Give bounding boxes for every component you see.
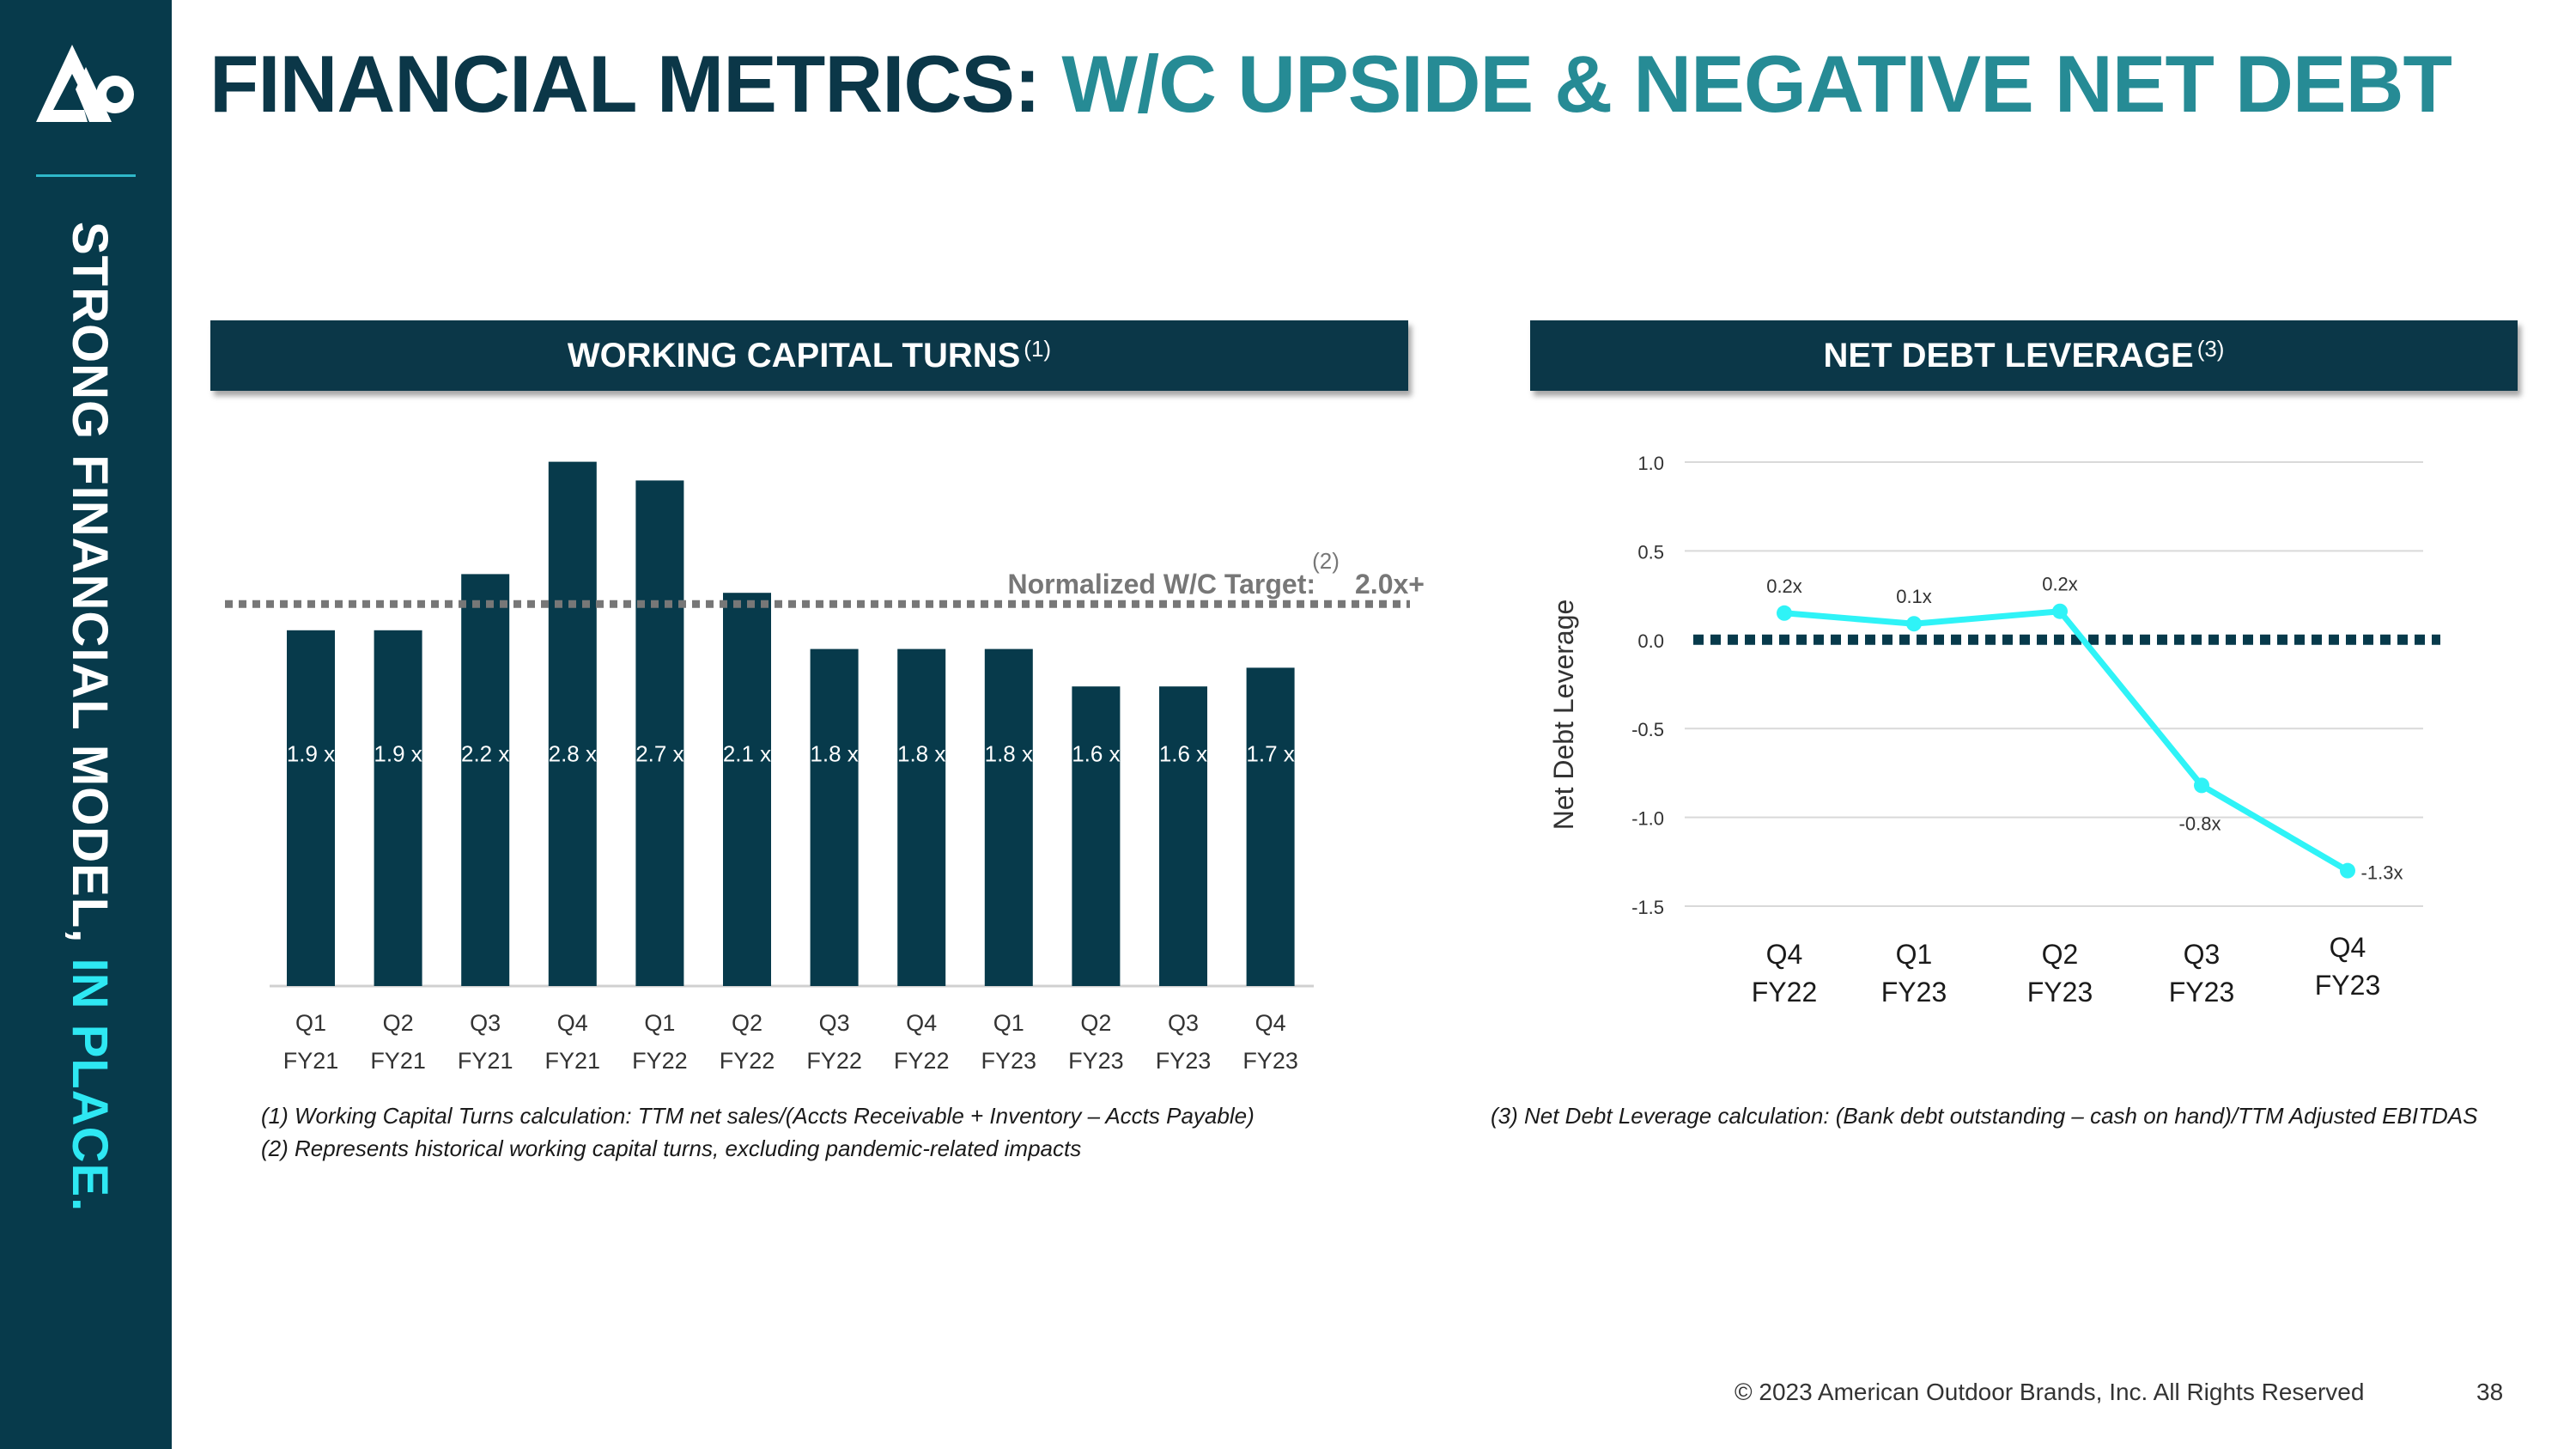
wc-tick-quarter: Q1 [295, 1010, 326, 1036]
nd-y-tick: -0.5 [1631, 719, 1664, 740]
nd-tick-year: FY23 [2315, 970, 2380, 1001]
nd-tick-quarter: Q3 [2184, 939, 2221, 970]
nd-tick-year: FY23 [2027, 977, 2093, 1008]
wc-tick-quarter: Q4 [906, 1010, 937, 1036]
wc-tick-year: FY23 [1242, 1048, 1298, 1074]
nd-point [1777, 605, 1792, 621]
nd-point [2194, 777, 2209, 794]
nd-tick-quarter: Q2 [2042, 939, 2079, 970]
wc-bar-label: 2.8 x [549, 740, 597, 766]
footnote-2: (2) Represents historical working capita… [261, 1135, 1082, 1161]
wc-tick-quarter: Q2 [1080, 1010, 1111, 1036]
wc-bar-label: 1.9 x [374, 740, 422, 766]
wc-target-footnote-ref: (2) [1312, 548, 1340, 574]
nd-panel-footnote-ref: (3) [2196, 335, 2225, 362]
nd-y-tick: 1.0 [1637, 453, 1664, 474]
nd-point [2340, 862, 2355, 879]
wc-tick-year: FY21 [283, 1048, 339, 1074]
wc-panel-title: WORKING CAPITAL TURNS [567, 336, 1021, 374]
wc-tick-quarter: Q3 [1168, 1010, 1199, 1036]
nd-panel-title: NET DEBT LEVERAGE [1823, 336, 2194, 374]
wc-tick-year: FY22 [806, 1048, 862, 1074]
wc-tick-quarter: Q2 [732, 1010, 762, 1036]
wc-tick-year: FY23 [1068, 1048, 1124, 1074]
nd-point [1906, 616, 1922, 632]
wc-bar [1159, 686, 1207, 986]
wc-tick-year: FY23 [981, 1048, 1037, 1074]
wc-bar-label: 1.7 x [1246, 740, 1294, 766]
sidebar: STRONG FINANCIAL MODEL, IN PLACE. [0, 0, 172, 1449]
wc-tick-quarter: Q3 [470, 1010, 501, 1036]
wc-bar-label: 1.6 x [1072, 740, 1120, 766]
wc-tick-quarter: Q3 [819, 1010, 850, 1036]
brand-logo-icon [36, 45, 134, 122]
wc-tick-quarter: Q4 [557, 1010, 588, 1036]
nd-y-tick: -1.5 [1631, 897, 1664, 918]
nd-tick-quarter: Q1 [1896, 939, 1933, 970]
wc-bar [461, 574, 510, 986]
wc-bar [548, 461, 597, 986]
wc-tick-quarter: Q4 [1255, 1010, 1286, 1036]
wc-bar [897, 648, 946, 986]
wc-bar-chart: 1.9 x Q1 FY21 1.9 x Q2 FY21 2.2 x Q3 FY21 2.8 x Q4… [225, 461, 1425, 1074]
wc-tick-year: FY21 [370, 1048, 426, 1074]
wc-tick-year: FY22 [894, 1048, 950, 1074]
wc-tick-year: FY21 [545, 1048, 601, 1074]
wc-target-label: Normalized W/C Target: [1007, 569, 1315, 600]
wc-bar [1072, 686, 1121, 986]
wc-bar [287, 630, 335, 986]
wc-panel-header: WORKING CAPITAL TURNS (1) [210, 320, 1408, 391]
wc-panel-footnote-ref: (1) [1024, 335, 1052, 362]
wc-bar [984, 648, 1033, 986]
wc-bar [1246, 667, 1295, 986]
page-number: 38 [2476, 1379, 2504, 1405]
wc-bar-label: 1.9 x [287, 740, 335, 766]
nd-tick-year: FY22 [1752, 977, 1817, 1008]
nd-y-tick: -1.0 [1631, 808, 1664, 830]
nd-point-label: -0.8x [2179, 813, 2221, 834]
wc-tick-year: FY21 [458, 1048, 513, 1074]
nd-point [2052, 603, 2068, 619]
sidebar-divider [36, 174, 136, 177]
nd-point-label: -1.3x [2361, 862, 2403, 884]
nd-tick-year: FY23 [1881, 977, 1947, 1008]
nd-y-axis-label: Net Debt Leverage [1548, 600, 1579, 831]
wc-tick-year: FY22 [720, 1048, 775, 1074]
nd-tick-quarter: Q4 [2330, 932, 2366, 963]
nd-point-label: 0.2x [2042, 574, 2078, 595]
nd-tick-quarter: Q4 [1766, 939, 1803, 970]
page-title-accent: W/C UPSIDE & NEGATIVE NET DEBT [1061, 39, 2452, 129]
wc-tick-quarter: Q1 [993, 1010, 1024, 1036]
copyright: © 2023 American Outdoor Brands, Inc. All… [1735, 1379, 2365, 1405]
nd-tick-year: FY23 [2169, 977, 2234, 1008]
nd-panel-header: NET DEBT LEVERAGE (3) [1530, 320, 2518, 391]
page-title-main: FINANCIAL METRICS: [210, 39, 1041, 129]
wc-bar-label: 1.8 x [810, 740, 858, 766]
wc-bar-label: 1.6 x [1159, 740, 1207, 766]
wc-bar [723, 593, 771, 986]
wc-bar-label: 1.8 x [897, 740, 945, 766]
wc-tick-quarter: Q2 [383, 1010, 414, 1036]
wc-bar-label: 2.1 x [723, 740, 771, 766]
nd-y-tick: 0.0 [1637, 630, 1664, 652]
nd-point-label: 0.2x [1766, 575, 1802, 597]
wc-bar-label: 2.7 x [635, 740, 683, 766]
nd-series-line [1783, 608, 2349, 874]
wc-tick-quarter: Q1 [644, 1010, 675, 1036]
nd-point-label: 0.1x [1896, 586, 1932, 607]
wc-bar [374, 630, 422, 986]
wc-bar [810, 648, 859, 986]
footnote-1: (1) Working Capital Turns calculation: T… [261, 1103, 1255, 1129]
nd-line-chart: 1.0 0.5 0.0 -0.5 -1.0 -1.5 Net Debt Leverage 0.… [1548, 453, 2440, 1008]
wc-bar-label: 1.8 x [985, 740, 1033, 766]
nd-y-tick: 0.5 [1637, 541, 1664, 563]
wc-tick-year: FY23 [1156, 1048, 1212, 1074]
wc-bar [635, 480, 684, 986]
page-title: FINANCIAL METRICS: W/C UPSIDE & NEGATIVE… [210, 38, 2452, 131]
wc-bar-label: 2.2 x [461, 740, 509, 766]
wc-target-value: 2.0x+ [1355, 569, 1425, 600]
wc-tick-year: FY22 [632, 1048, 688, 1074]
footnote-3: (3) Net Debt Leverage calculation: (Bank… [1491, 1103, 2478, 1129]
